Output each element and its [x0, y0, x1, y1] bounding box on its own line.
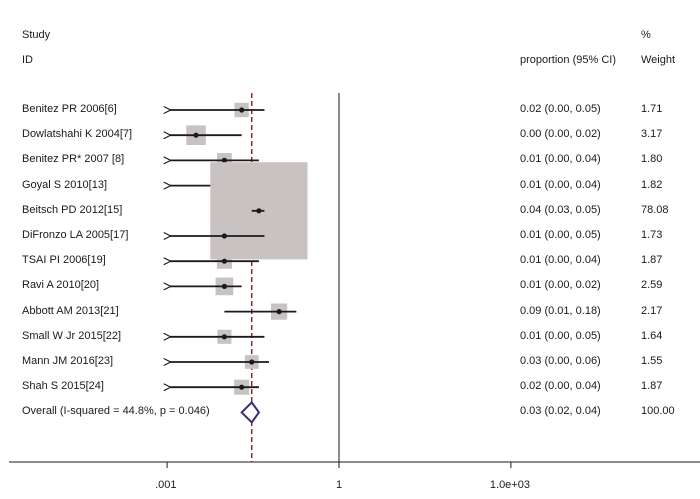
- study-point-estimate: [221, 334, 227, 340]
- percent-column-header: %: [641, 29, 651, 41]
- study-ci-text: 0.01 (0.00, 0.04): [520, 254, 601, 267]
- study-id-label: Benitez PR 2006[6]: [22, 103, 117, 115]
- study-ci-text: 0.02 (0.00, 0.05): [520, 103, 601, 115]
- overall-ci-text: 0.03 (0.02, 0.04): [520, 405, 601, 418]
- x-tick-label: 1.0e+03: [489, 479, 530, 491]
- study-id-label: Goyal S 2010[13]: [22, 178, 108, 191]
- study-id-label: Dowlatshahi K 2004[7]: [22, 128, 133, 141]
- study-id-label: Benitez PR* 2007 [8]: [22, 153, 125, 166]
- study-point-estimate: [193, 132, 199, 138]
- study-weight-text: 3.17: [641, 128, 663, 141]
- study-point-estimate: [221, 258, 227, 264]
- study-ci-text: 0.02 (0.00, 0.04): [520, 380, 601, 393]
- study-ci-text: 0.00 (0.00, 0.02): [520, 128, 601, 141]
- study-weight-text: 2.59: [641, 279, 663, 292]
- study-weight-text: 1.87: [641, 380, 663, 393]
- study-weight-text: 1.64: [641, 329, 663, 342]
- study-ci-text: 0.01 (0.00, 0.02): [520, 279, 601, 292]
- study-ci-text: 0.09 (0.01, 0.18): [520, 304, 601, 317]
- study-id-label: Beitsch PD 2012[15]: [22, 203, 123, 216]
- study-weight-text: 1.73: [641, 229, 663, 241]
- study-weight-text: 1.71: [641, 103, 663, 115]
- x-tick-label: 1: [336, 479, 343, 491]
- study-weight-text: 1.80: [641, 153, 663, 166]
- forest-plot-frame: [9, 0, 700, 499]
- study-ci-text: 0.01 (0.00, 0.05): [520, 229, 601, 241]
- id-column-header: ID: [22, 54, 33, 66]
- study-point-estimate: [239, 107, 245, 113]
- study-id-label: Ravi A 2010[20]: [22, 279, 100, 292]
- study-id-label: DiFronzo LA 2005[17]: [22, 229, 129, 241]
- study-id-label: Mann JM 2016[23]: [22, 355, 114, 367]
- study-ci-text: 0.04 (0.03, 0.05): [520, 203, 601, 216]
- study-id-label: Abbott AM 2013[21]: [22, 304, 119, 317]
- study-point-estimate: [221, 283, 227, 289]
- study-weight-text: 1.82: [641, 178, 663, 191]
- study-ci-text: 0.01 (0.00, 0.04): [520, 178, 601, 191]
- study-point-estimate: [221, 157, 227, 163]
- study-point-estimate: [221, 233, 227, 239]
- study-ci-text: 0.01 (0.00, 0.05): [520, 329, 601, 342]
- study-weight-text: 2.17: [641, 304, 663, 317]
- overall-weight-text: 100.00: [641, 405, 675, 418]
- x-tick-label: .001: [155, 479, 177, 491]
- study-id-label: Small W Jr 2015[22]: [22, 329, 122, 342]
- study-weight-text: 1.87: [641, 254, 663, 267]
- study-ci-text: 0.01 (0.00, 0.04): [520, 153, 601, 166]
- study-weight-text: 78.08: [641, 203, 669, 216]
- study-point-estimate: [276, 309, 282, 315]
- overall-label: Overall (I-squared = 44.8%, p = 0.046): [22, 405, 210, 418]
- study-point-estimate: [256, 208, 262, 214]
- study-id-label: Shah S 2015[24]: [22, 380, 104, 393]
- overall-diamond: [240, 400, 261, 424]
- study-point-estimate: [249, 359, 255, 365]
- weight-column-header: Weight: [641, 54, 676, 66]
- study-column-header: Study: [22, 29, 51, 41]
- study-id-label: TSAI PI 2006[19]: [22, 254, 106, 267]
- study-weight-text: 1.55: [641, 355, 663, 367]
- study-ci-text: 0.03 (0.00, 0.06): [520, 355, 601, 367]
- study-point-estimate: [239, 384, 245, 390]
- ci-column-header: proportion (95% CI): [520, 54, 616, 66]
